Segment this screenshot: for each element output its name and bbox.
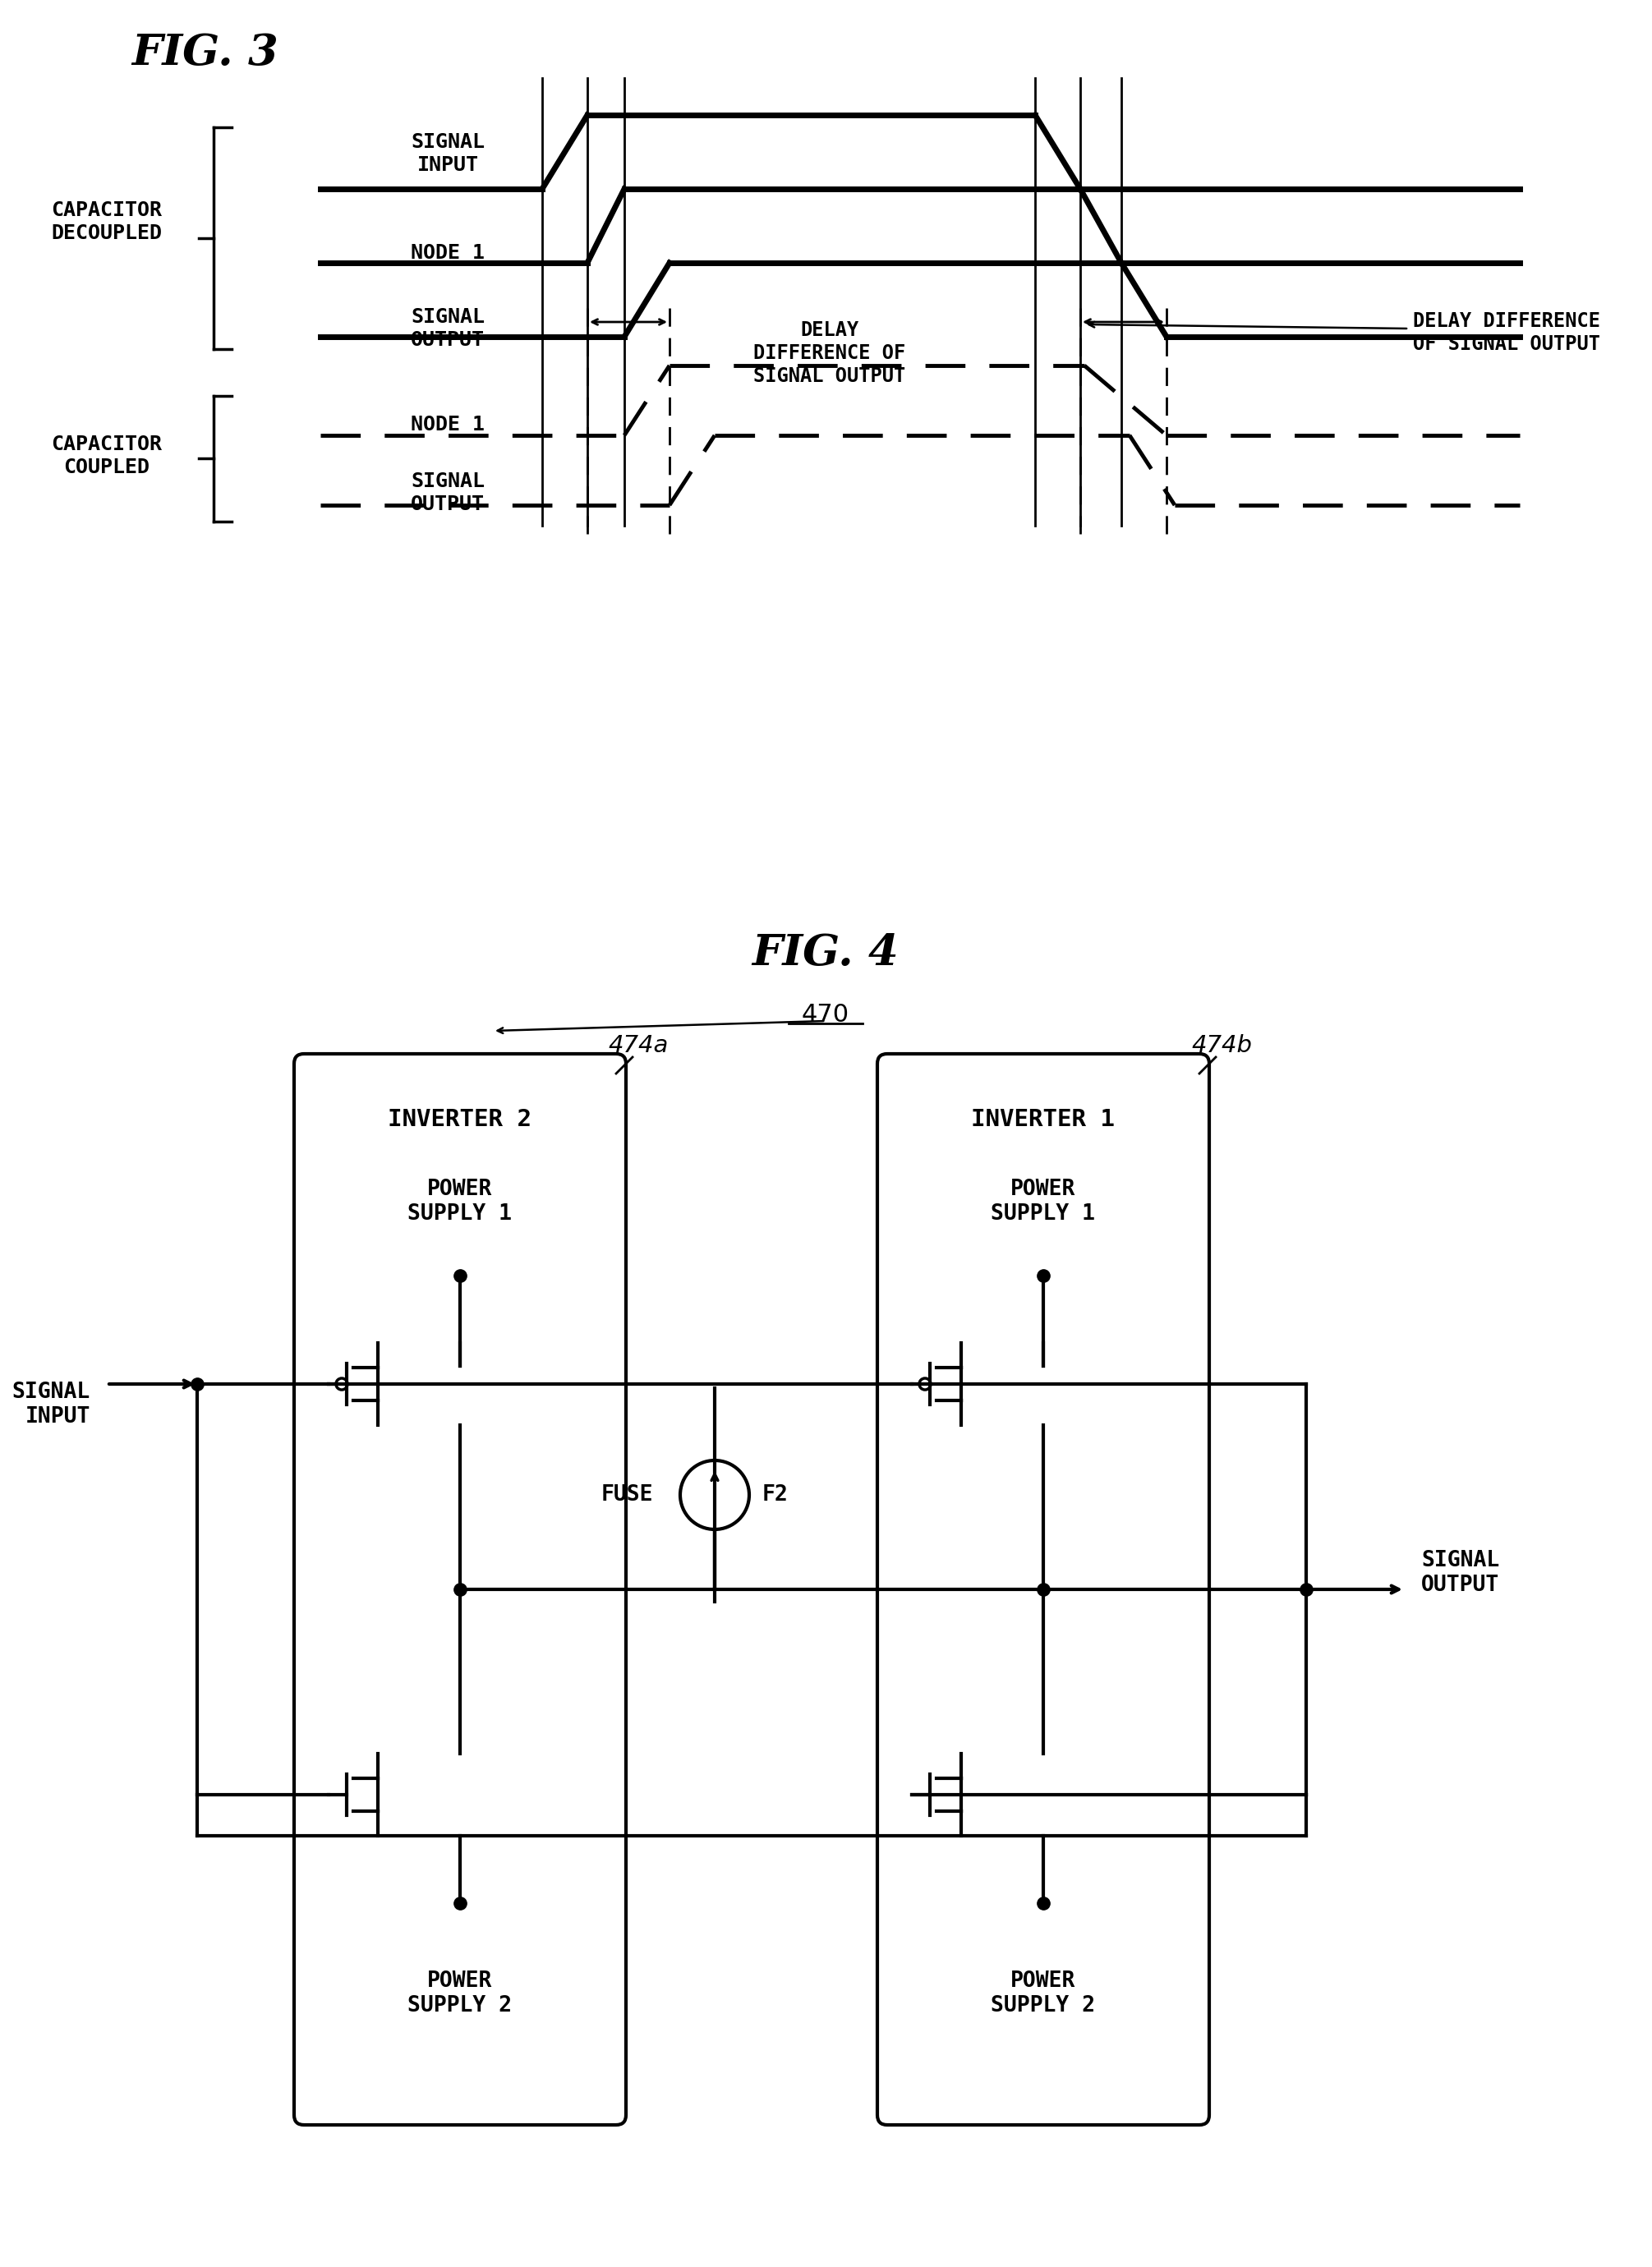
Text: SIGNAL
INPUT: SIGNAL INPUT (12, 1381, 91, 1428)
Text: DELAY DIFFERENCE
OF SIGNAL OUTPUT: DELAY DIFFERENCE OF SIGNAL OUTPUT (1412, 311, 1601, 354)
Text: FUSE: FUSE (601, 1485, 653, 1505)
Text: NODE 1: NODE 1 (411, 243, 484, 263)
Text: INVERTER 1: INVERTER 1 (971, 1109, 1115, 1131)
Text: SIGNAL
OUTPUT: SIGNAL OUTPUT (1421, 1551, 1500, 1596)
FancyBboxPatch shape (877, 1054, 1209, 2124)
Text: SIGNAL
OUTPUT: SIGNAL OUTPUT (411, 472, 484, 515)
Text: POWER
SUPPLY 2: POWER SUPPLY 2 (408, 1970, 512, 2015)
Text: SIGNAL
OUTPUT: SIGNAL OUTPUT (411, 308, 484, 349)
Text: POWER
SUPPLY 1: POWER SUPPLY 1 (408, 1179, 512, 1224)
Text: CAPACITOR
COUPLED: CAPACITOR COUPLED (51, 435, 162, 476)
Text: FIG. 3: FIG. 3 (132, 32, 278, 75)
Text: NODE 1: NODE 1 (411, 415, 484, 435)
Text: POWER
SUPPLY 2: POWER SUPPLY 2 (991, 1970, 1095, 2015)
Text: FIG. 4: FIG. 4 (752, 932, 899, 975)
Text: SIGNAL
INPUT: SIGNAL INPUT (411, 131, 484, 175)
Text: 474b: 474b (1191, 1034, 1252, 1056)
Text: INVERTER 2: INVERTER 2 (388, 1109, 532, 1131)
Text: 470: 470 (801, 1002, 849, 1027)
Text: DELAY
DIFFERENCE OF
SIGNAL OUTPUT: DELAY DIFFERENCE OF SIGNAL OUTPUT (753, 320, 905, 385)
Text: CAPACITOR
DECOUPLED: CAPACITOR DECOUPLED (51, 199, 162, 243)
Text: POWER
SUPPLY 1: POWER SUPPLY 1 (991, 1179, 1095, 1224)
Text: 474a: 474a (608, 1034, 667, 1056)
FancyBboxPatch shape (294, 1054, 626, 2124)
Text: F2: F2 (762, 1485, 788, 1505)
